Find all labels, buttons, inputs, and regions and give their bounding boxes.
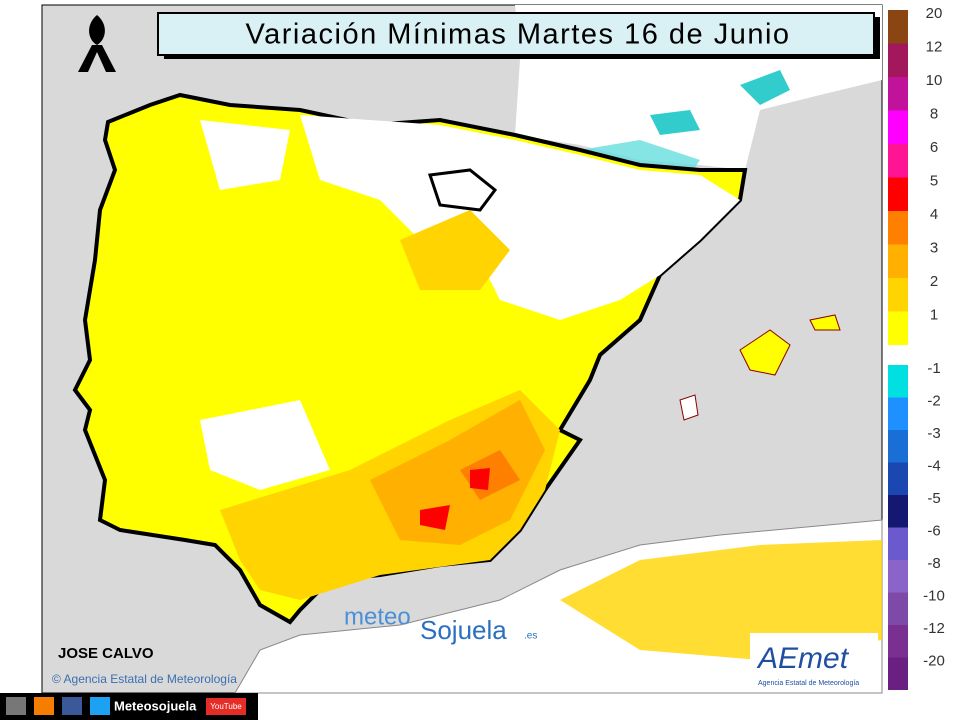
legend-swatch bbox=[888, 657, 908, 690]
legend-label: -4 bbox=[927, 457, 940, 474]
warm-area bbox=[400, 210, 510, 290]
aemet-subtitle: Agencia Estatal de Meteorología bbox=[758, 680, 859, 687]
legend-swatch bbox=[888, 592, 908, 625]
mallorca bbox=[739, 329, 791, 376]
legend-swatch bbox=[888, 10, 908, 44]
legend-label: 8 bbox=[930, 105, 938, 122]
author: JOSE CALVO bbox=[58, 645, 154, 662]
legend-swatch bbox=[888, 527, 908, 560]
aemet-box bbox=[750, 633, 878, 691]
cold-area bbox=[650, 110, 700, 135]
legend-swatch bbox=[888, 430, 908, 463]
aemet-logo: AEmet bbox=[756, 642, 850, 675]
mourning-ribbon bbox=[78, 15, 116, 72]
ibiza bbox=[679, 394, 699, 421]
logo-domain: .es bbox=[524, 631, 537, 642]
legend-label: -2 bbox=[927, 392, 940, 409]
legend-swatch bbox=[888, 244, 908, 278]
instagram-icon bbox=[6, 697, 26, 715]
legend-swatch bbox=[888, 43, 908, 77]
legend-swatch bbox=[888, 495, 908, 528]
legend-label: -5 bbox=[927, 490, 940, 507]
legend-label: 6 bbox=[930, 139, 938, 156]
warm-area bbox=[470, 468, 490, 490]
legend-label: -6 bbox=[927, 522, 940, 539]
warm-area bbox=[370, 400, 545, 545]
youtube-icon bbox=[206, 698, 246, 715]
legend: 20 12 10 8 6 5 4 3 2 1 -1 -2 -3 -4 -5 -6 -8 -10 -12 -20 bbox=[888, 5, 945, 690]
legend-label: -1 bbox=[927, 360, 940, 377]
legend-label: -10 bbox=[923, 587, 945, 604]
legend-label: 10 bbox=[926, 72, 943, 89]
warm-area bbox=[560, 540, 882, 660]
legend-label: 4 bbox=[930, 206, 938, 223]
legend-swatch bbox=[888, 211, 908, 245]
legend-label: -20 bbox=[923, 652, 945, 669]
la-rioja bbox=[427, 168, 498, 212]
title-box bbox=[157, 12, 875, 56]
legend-label: -12 bbox=[923, 620, 945, 637]
legend-label: 5 bbox=[930, 172, 938, 189]
legend-swatch bbox=[888, 177, 908, 211]
legend-label: 1 bbox=[930, 306, 938, 323]
legend-swatch bbox=[888, 625, 908, 658]
title: Variación Mínimas Martes 16 de Junio bbox=[245, 19, 790, 51]
legend-swatch bbox=[888, 278, 908, 312]
no-change-area bbox=[300, 115, 740, 320]
facebook-icon bbox=[62, 697, 82, 715]
legend-swatch bbox=[888, 77, 908, 111]
logo-sojuela: Sojuela bbox=[420, 615, 507, 645]
copyright: © Agencia Estatal de Meteorología bbox=[52, 672, 237, 686]
legend-label: 3 bbox=[930, 239, 938, 256]
legend-swatch bbox=[888, 560, 908, 593]
twitter-icon bbox=[90, 697, 110, 715]
menorca bbox=[809, 314, 841, 331]
blogger-icon bbox=[34, 697, 54, 715]
legend-label: 20 bbox=[926, 5, 943, 22]
legend-swatch bbox=[888, 462, 908, 495]
legend-swatch bbox=[888, 311, 908, 345]
cold-area bbox=[740, 70, 790, 105]
legend-swatch bbox=[888, 110, 908, 144]
legend-swatch bbox=[888, 144, 908, 178]
legend-label: 2 bbox=[930, 273, 938, 290]
legend-label: 12 bbox=[926, 38, 943, 55]
legend-label: -8 bbox=[927, 555, 940, 572]
no-change-area bbox=[200, 120, 290, 190]
legend-swatch bbox=[888, 397, 908, 430]
youtube-label: YouTube bbox=[210, 702, 242, 711]
legend-swatch bbox=[888, 365, 908, 398]
no-change-area bbox=[200, 400, 330, 490]
logo-meteo: meteo bbox=[344, 603, 411, 630]
legend-label: -3 bbox=[927, 425, 940, 442]
social-name: Meteosojuela bbox=[114, 698, 197, 713]
warm-area bbox=[420, 505, 450, 530]
